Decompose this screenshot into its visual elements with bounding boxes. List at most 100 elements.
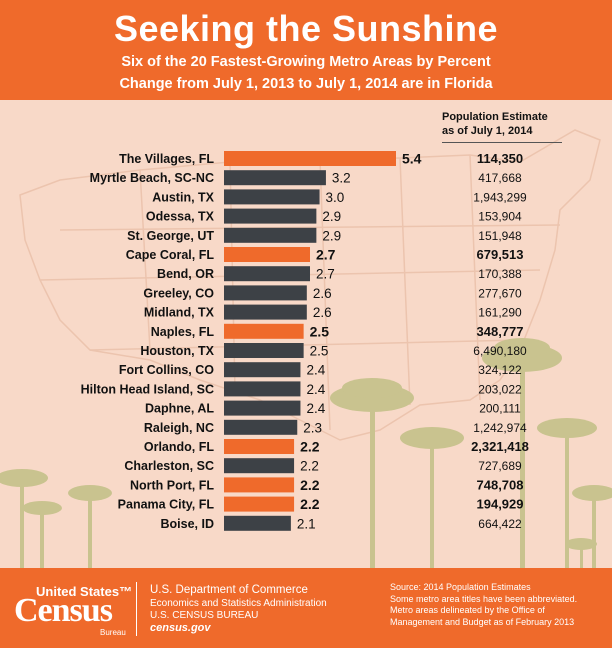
bar	[224, 285, 307, 301]
bar	[224, 381, 301, 397]
data-label: 2.7	[316, 267, 335, 282]
source-line: Management and Budget as of February 201…	[390, 616, 575, 627]
data-label: 2.6	[313, 305, 332, 320]
bar	[224, 304, 307, 320]
population-value: 277,670	[478, 286, 522, 300]
category-label: Houston, TX	[140, 344, 214, 358]
category-label: Fort Collins, CO	[119, 363, 214, 377]
header-rule	[442, 142, 562, 143]
population-value: 1,943,299	[473, 190, 527, 204]
population-value: 2,321,418	[471, 439, 529, 454]
bar	[224, 343, 304, 358]
bar-chart: The Villages, FL 5.4 114,350 Myrtle Beach, …	[81, 151, 529, 532]
category-label: North Port, FL	[130, 478, 214, 492]
data-label: 2.1	[297, 516, 316, 531]
bar	[224, 515, 291, 531]
bar	[224, 362, 301, 378]
data-label: 2.2	[300, 496, 320, 512]
population-value: 194,929	[477, 497, 524, 512]
category-label: St. George, UT	[127, 229, 214, 243]
header: Seeking the Sunshine Six of the 20 Faste…	[0, 0, 612, 100]
category-label: Panama City, FL	[118, 498, 215, 512]
data-label: 2.4	[306, 401, 325, 416]
category-label: Daphne, AL	[145, 402, 214, 416]
data-label: 2.4	[306, 363, 325, 378]
bar	[224, 151, 396, 166]
category-label: Hilton Head Island, SC	[81, 382, 214, 396]
data-label: 2.5	[310, 344, 329, 359]
population-value: 114,350	[477, 151, 523, 166]
category-label: Midland, TX	[144, 306, 215, 320]
census-link[interactable]: census.gov	[150, 622, 211, 634]
category-label: Cape Coral, FL	[126, 248, 215, 262]
subtitle-line-1: Six of the 20 Fastest-Growing Metro Area…	[121, 54, 491, 70]
category-label: Raleigh, NC	[144, 421, 214, 435]
dept-commerce: U.S. Department of Commerce	[150, 584, 308, 596]
data-label: 3.2	[332, 171, 351, 186]
subtitle-line-2: Change from July 1, 2013 to July 1, 2014…	[119, 76, 493, 92]
category-label: Odessa, TX	[146, 210, 215, 224]
bar	[224, 266, 310, 282]
data-label: 2.9	[322, 228, 341, 243]
population-value: 727,689	[478, 459, 522, 473]
source-line: Source: 2014 Population Estimates	[390, 582, 531, 592]
bar	[224, 477, 295, 493]
population-value: 6,490,180	[473, 344, 527, 358]
bar	[224, 419, 298, 435]
population-value: 1,242,974	[473, 421, 527, 435]
population-value: 748,708	[477, 477, 524, 492]
population-value: 679,513	[477, 247, 524, 262]
bar	[224, 496, 295, 512]
data-label: 2.3	[303, 420, 322, 435]
data-label: 2.5	[310, 323, 330, 339]
category-label: Orlando, FL	[144, 440, 215, 454]
category-label: Austin, TX	[152, 190, 214, 204]
category-label: Naples, FL	[151, 325, 215, 339]
category-label: Myrtle Beach, SC-NC	[90, 171, 214, 185]
data-label: 3.0	[326, 190, 345, 205]
data-label: 2.2	[300, 439, 320, 455]
dept-esa: Economics and Statistics Administration	[150, 598, 327, 609]
data-label: 5.4	[402, 151, 422, 167]
population-column-header: Population Estimate as of July 1, 2014	[442, 110, 562, 138]
data-label: 2.4	[306, 382, 325, 397]
dept-census: U.S. CENSUS BUREAU	[150, 610, 259, 621]
bar	[224, 247, 310, 262]
bar	[224, 439, 295, 454]
bar	[224, 400, 301, 416]
palm-trees-icon	[0, 338, 612, 568]
data-label: 2.2	[300, 477, 320, 493]
population-value: 151,948	[478, 229, 522, 243]
data-label: 2.6	[313, 286, 332, 301]
category-label: Boise, ID	[161, 517, 215, 531]
bar	[224, 227, 317, 243]
bar	[224, 208, 317, 224]
page-title: Seeking the Sunshine	[113, 8, 499, 49]
source-line: Some metro area titles have been abbrevi…	[390, 593, 578, 604]
population-header-line-2: as of July 1, 2014	[442, 125, 533, 137]
bar	[224, 458, 295, 474]
bar	[224, 323, 304, 339]
population-value: 348,777	[477, 324, 524, 339]
population-value: 161,290	[478, 306, 522, 320]
population-header-line-1: Population Estimate	[442, 111, 548, 123]
population-value: 200,111	[479, 402, 521, 416]
category-label: Charleston, SC	[124, 459, 214, 473]
logo-census: Census	[14, 592, 113, 629]
data-label: 2.9	[322, 209, 341, 224]
bar	[224, 189, 320, 205]
population-value: 417,668	[478, 171, 522, 185]
logo-united-states: United States™	[36, 584, 133, 599]
category-label: Greeley, CO	[143, 286, 214, 300]
population-value: 664,422	[478, 517, 522, 531]
population-value: 324,122	[478, 363, 522, 377]
population-value: 203,022	[478, 382, 522, 396]
source-notes: Source: 2014 Population Estimates Some m…	[390, 582, 608, 628]
logo-bureau: Bureau	[100, 628, 126, 637]
category-label: The Villages, FL	[119, 152, 214, 166]
category-label: Bend, OR	[157, 267, 214, 281]
data-label: 2.2	[300, 459, 319, 474]
source-line: Metro areas delineated by the Office of	[390, 605, 545, 615]
population-value: 170,388	[478, 267, 522, 281]
population-value: 153,904	[478, 210, 522, 224]
